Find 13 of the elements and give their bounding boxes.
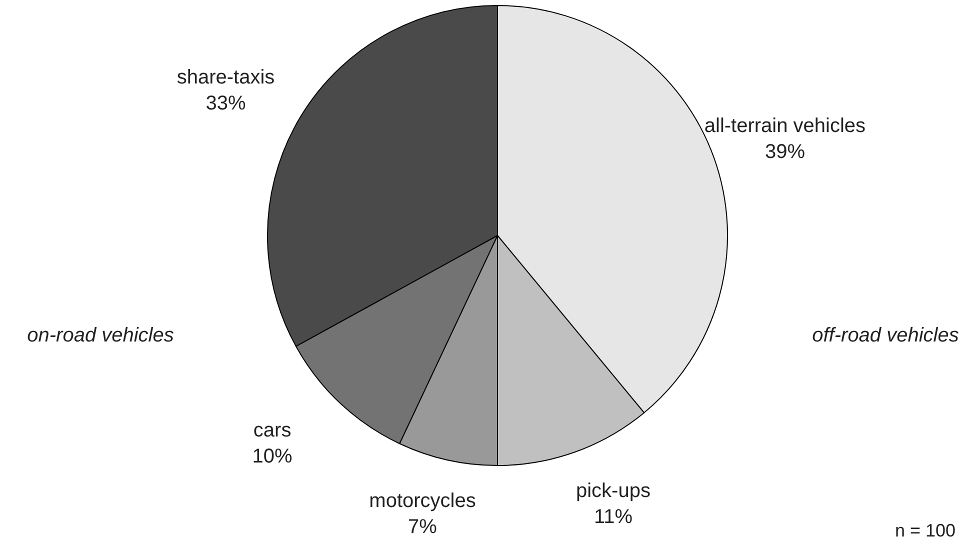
data-label: 10% xyxy=(252,445,293,468)
data-label: 33% xyxy=(206,92,246,114)
text: n = 100 xyxy=(894,520,956,540)
data-label: 7% xyxy=(408,516,438,538)
slice-label: all-terrain vehicles xyxy=(704,114,866,137)
data-label: 11% xyxy=(594,506,633,528)
slice-label: cars xyxy=(253,419,292,442)
text: on-road vehicles xyxy=(27,324,174,346)
data-label: 39% xyxy=(764,140,806,163)
slice-label: motorcycles xyxy=(369,490,476,512)
text: off-road vehicles xyxy=(812,324,959,346)
slice-label: share-taxis xyxy=(176,66,275,88)
slice-label: pick-ups xyxy=(576,480,650,502)
